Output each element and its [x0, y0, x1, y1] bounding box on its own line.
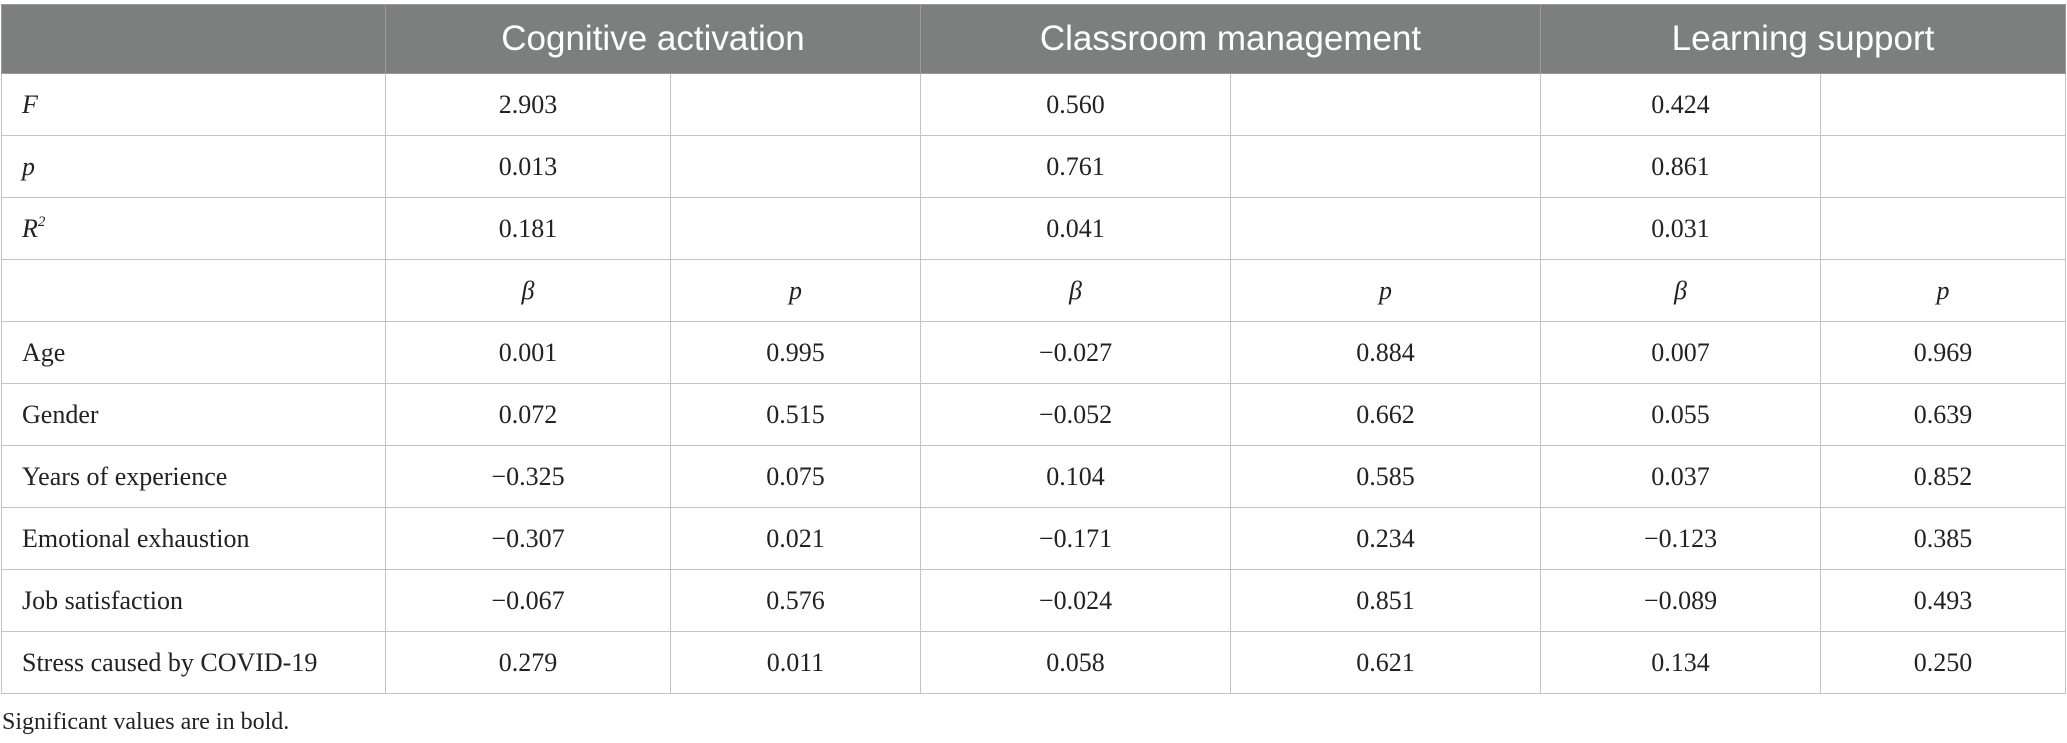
- row-label-f: F: [1, 73, 386, 136]
- header-corner-cell: [1, 4, 386, 74]
- beta-value-cell: −0.067: [385, 569, 671, 632]
- p-value-cell: 0.021: [670, 507, 921, 570]
- table-row-f: F 2.903 0.560 0.424: [1, 73, 2067, 136]
- subheader-p: p: [1819, 259, 2067, 322]
- p-value-cell: 0.662: [1230, 383, 1541, 446]
- p-value-cell: 0.011: [670, 631, 921, 694]
- p-value-cell: 0.576: [670, 569, 921, 632]
- cell-r2-classroom: 0.041: [920, 197, 1231, 260]
- subheader-beta: β: [385, 259, 671, 322]
- p-value-cell: 0.969: [1819, 321, 2067, 384]
- p-value-cell: 0.493: [1819, 569, 2067, 632]
- subheader-row: β p β p β p: [1, 259, 2067, 322]
- row-label: Years of experience: [1, 445, 386, 508]
- p-value-cell: 0.234: [1230, 507, 1541, 570]
- p-value-cell: 0.515: [670, 383, 921, 446]
- beta-value-cell: −0.307: [385, 507, 671, 570]
- r2-base: R: [22, 213, 38, 243]
- p-value-cell: 0.995: [670, 321, 921, 384]
- row-label-p: p: [1, 135, 386, 198]
- table-row: Years of experience −0.325 0.075 0.104 0.585…: [1, 445, 2067, 508]
- cell-empty: [670, 197, 921, 260]
- cell-empty: [670, 135, 921, 198]
- p-value-cell: 0.852: [1819, 445, 2067, 508]
- regression-table: Cognitive activation Classroom managemen…: [1, 4, 2067, 694]
- table-row: Stress caused by COVID-19 0.279 0.011 0.058…: [1, 631, 2067, 694]
- cell-empty: [1819, 197, 2067, 260]
- row-label: Gender: [1, 383, 386, 446]
- cell-empty: [1, 259, 386, 322]
- table-footnote: Significant values are in bold.: [2, 709, 290, 735]
- beta-value-cell: 0.001: [385, 321, 671, 384]
- subheader-p: p: [670, 259, 921, 322]
- table-row-r2: R2 0.181 0.041 0.031: [1, 197, 2067, 260]
- cell-empty: [1230, 135, 1541, 198]
- beta-value-cell: 0.007: [1540, 321, 1821, 384]
- beta-value-cell: 0.279: [385, 631, 671, 694]
- row-label: Age: [1, 321, 386, 384]
- subheader-beta: β: [1540, 259, 1821, 322]
- beta-value-cell: −0.052: [920, 383, 1231, 446]
- cell-r2-learning: 0.031: [1540, 197, 1821, 260]
- beta-value-cell: 0.072: [385, 383, 671, 446]
- table-row: Emotional exhaustion −0.307 0.021 −0.171 0.2…: [1, 507, 2067, 570]
- cell-p-cognitive: 0.013: [385, 135, 671, 198]
- table-row: Gender 0.072 0.515 −0.052 0.662 0.055 0.639: [1, 383, 2067, 446]
- header-learning-support: Learning support: [1539, 4, 2067, 74]
- header-classroom-management: Classroom management: [920, 4, 1541, 74]
- p-value-cell: 0.585: [1230, 445, 1541, 508]
- cell-empty: [1230, 73, 1541, 136]
- table-row: Age 0.001 0.995 −0.027 0.884 0.007 0.969: [1, 321, 2067, 384]
- r2-superscript: 2: [37, 213, 46, 230]
- cell-f-learning: 0.424: [1540, 73, 1821, 136]
- beta-value-cell: −0.171: [920, 507, 1231, 570]
- beta-value-cell: 0.037: [1540, 445, 1821, 508]
- cell-f-cognitive: 2.903: [385, 73, 671, 136]
- p-value-cell: 0.851: [1230, 569, 1541, 632]
- p-value-cell: 0.621: [1230, 631, 1541, 694]
- beta-value-cell: −0.089: [1540, 569, 1821, 632]
- row-label: Stress caused by COVID-19: [1, 631, 386, 694]
- beta-value-cell: 0.058: [920, 631, 1231, 694]
- row-label: Emotional exhaustion: [1, 507, 386, 570]
- cell-empty: [1819, 73, 2067, 136]
- cell-empty: [1230, 197, 1541, 260]
- cell-p-learning: 0.861: [1540, 135, 1821, 198]
- beta-value-cell: −0.027: [920, 321, 1231, 384]
- beta-value-cell: 0.055: [1540, 383, 1821, 446]
- cell-f-classroom: 0.560: [920, 73, 1231, 136]
- subheader-beta: β: [920, 259, 1231, 322]
- cell-empty: [670, 73, 921, 136]
- p-value-cell: 0.639: [1819, 383, 2067, 446]
- subheader-p: p: [1230, 259, 1541, 322]
- group-header-row: Cognitive activation Classroom managemen…: [1, 4, 2067, 74]
- cell-r2-cognitive: 0.181: [385, 197, 671, 260]
- beta-value-cell: −0.325: [385, 445, 671, 508]
- table-row: Job satisfaction −0.067 0.576 −0.024 0.851 −0…: [1, 569, 2067, 632]
- beta-value-cell: 0.104: [920, 445, 1231, 508]
- predictor-rows: Age 0.001 0.995 −0.027 0.884 0.007 0.969 Gender…: [1, 321, 2067, 694]
- table-row-p: p 0.013 0.761 0.861: [1, 135, 2067, 198]
- header-cognitive-activation: Cognitive activation: [385, 4, 921, 74]
- p-value-cell: 0.385: [1819, 507, 2067, 570]
- p-value-cell: 0.250: [1819, 631, 2067, 694]
- p-value-cell: 0.075: [670, 445, 921, 508]
- cell-p-classroom: 0.761: [920, 135, 1231, 198]
- row-label: Job satisfaction: [1, 569, 386, 632]
- beta-value-cell: 0.134: [1540, 631, 1821, 694]
- row-label-r2: R2: [1, 197, 386, 260]
- beta-value-cell: −0.024: [920, 569, 1231, 632]
- cell-empty: [1819, 135, 2067, 198]
- beta-value-cell: −0.123: [1540, 507, 1821, 570]
- p-value-cell: 0.884: [1230, 321, 1541, 384]
